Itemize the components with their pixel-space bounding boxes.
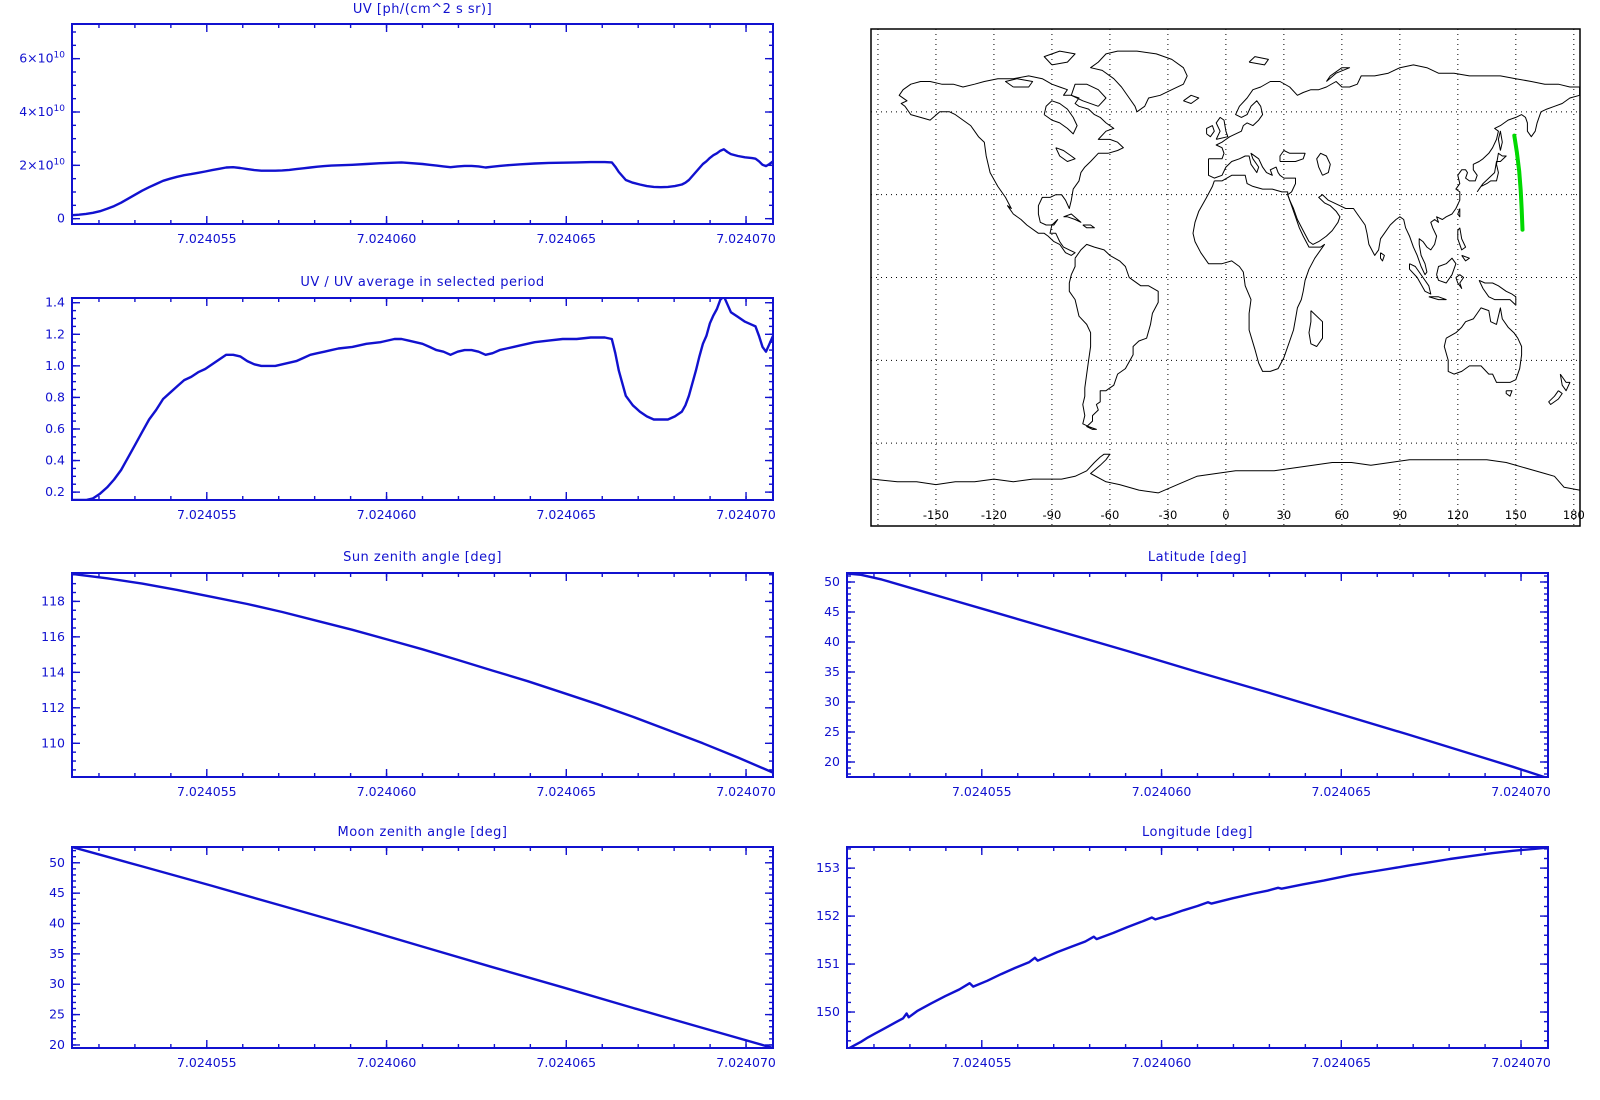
- svg-text:-120: -120: [981, 508, 1007, 522]
- svg-text:-90: -90: [1043, 508, 1062, 522]
- svg-text:7.024060: 7.024060: [357, 1055, 417, 1070]
- svg-text:7.024065: 7.024065: [536, 784, 596, 799]
- svg-text:1.2: 1.2: [45, 326, 65, 341]
- moon-zenith-plot: 7.024055 7.024060 7.024065 7.024070 20 25 30 35…: [49, 846, 776, 1070]
- svg-text:7.024060: 7.024060: [357, 231, 417, 246]
- latitude-plot: 7.024055 7.024060 7.024065 7.024070 20 25 30 35…: [824, 572, 1551, 799]
- svg-text:7.024065: 7.024065: [536, 231, 596, 246]
- uv-ratio-plot: 7.024055 7.024060 7.024065 7.024070 0.2 0.4 0.…: [45, 295, 776, 522]
- svg-text:-150: -150: [923, 508, 949, 522]
- uv-ratio-plot-title: UV / UV average in selected period: [300, 275, 545, 290]
- world-map: -150 -120 -90 -60 -30 0 30 60 90 120 150 180: [870, 28, 1585, 527]
- svg-text:30: 30: [824, 694, 840, 709]
- svg-text:7.024065: 7.024065: [1311, 1055, 1371, 1070]
- svg-text:0: 0: [1222, 508, 1229, 522]
- svg-text:180: 180: [1563, 508, 1585, 522]
- svg-text:0: 0: [57, 211, 65, 226]
- svg-text:151: 151: [816, 956, 840, 971]
- svg-text:153: 153: [816, 860, 840, 875]
- svg-text:7.024060: 7.024060: [1132, 784, 1192, 799]
- svg-text:2×1010: 2×1010: [19, 157, 65, 172]
- uv-plot-title: UV [ph/(cm^2 s sr)]: [352, 2, 493, 17]
- sun-zenith-plot: 7.024055 7.024060 7.024065 7.024070 110 112 11…: [41, 572, 776, 799]
- svg-text:7.024060: 7.024060: [357, 784, 417, 799]
- svg-text:7.024055: 7.024055: [952, 1055, 1012, 1070]
- svg-text:50: 50: [824, 574, 840, 589]
- svg-text:152: 152: [816, 908, 840, 923]
- svg-text:7.024055: 7.024055: [952, 784, 1012, 799]
- uv-plot: 7.024055 7.024060 7.024065 7.024070 0 2×1010 4…: [19, 23, 776, 246]
- svg-text:6×1010: 6×1010: [19, 51, 65, 66]
- svg-text:116: 116: [41, 629, 65, 644]
- svg-text:7.024065: 7.024065: [536, 507, 596, 522]
- svg-text:45: 45: [824, 604, 840, 619]
- svg-text:4×1010: 4×1010: [19, 104, 65, 119]
- svg-text:-30: -30: [1159, 508, 1178, 522]
- svg-text:7.024070: 7.024070: [716, 1055, 776, 1070]
- svg-text:7.024070: 7.024070: [716, 231, 776, 246]
- longitude-plot: 7.024055 7.024060 7.024065 7.024070 150 151 15…: [816, 846, 1551, 1070]
- svg-text:7.024065: 7.024065: [536, 1055, 596, 1070]
- svg-text:40: 40: [824, 634, 840, 649]
- svg-text:7.024055: 7.024055: [177, 507, 237, 522]
- svg-text:60: 60: [1335, 508, 1350, 522]
- svg-text:7.024060: 7.024060: [357, 507, 417, 522]
- svg-text:0.6: 0.6: [45, 421, 65, 436]
- svg-text:20: 20: [824, 754, 840, 769]
- svg-text:150: 150: [816, 1004, 840, 1019]
- svg-text:7.024065: 7.024065: [1311, 784, 1371, 799]
- svg-text:7.024070: 7.024070: [1491, 784, 1551, 799]
- svg-text:25: 25: [49, 1007, 65, 1022]
- svg-text:1.0: 1.0: [45, 358, 65, 373]
- svg-text:1.4: 1.4: [45, 295, 65, 310]
- svg-text:-60: -60: [1101, 508, 1120, 522]
- svg-text:7.024060: 7.024060: [1132, 1055, 1192, 1070]
- svg-text:118: 118: [41, 593, 65, 608]
- svg-text:0.4: 0.4: [45, 453, 65, 468]
- svg-text:7.024070: 7.024070: [1491, 1055, 1551, 1070]
- svg-text:0.8: 0.8: [45, 389, 65, 404]
- svg-text:20: 20: [49, 1037, 65, 1052]
- svg-text:120: 120: [1447, 508, 1469, 522]
- svg-text:7.024055: 7.024055: [177, 784, 237, 799]
- latitude-plot-title: Latitude [deg]: [1147, 550, 1248, 565]
- svg-text:7.024070: 7.024070: [716, 784, 776, 799]
- svg-text:7.024070: 7.024070: [716, 507, 776, 522]
- svg-text:110: 110: [41, 735, 65, 750]
- svg-text:35: 35: [49, 946, 65, 961]
- svg-text:0.2: 0.2: [45, 484, 65, 499]
- svg-text:7.024055: 7.024055: [177, 1055, 237, 1070]
- svg-text:7.024055: 7.024055: [177, 231, 237, 246]
- longitude-plot-title: Longitude [deg]: [1142, 825, 1253, 840]
- sun-zenith-plot-title: Sun zenith angle [deg]: [343, 550, 502, 565]
- moon-zenith-plot-title: Moon zenith angle [deg]: [337, 825, 508, 840]
- svg-text:30: 30: [1277, 508, 1292, 522]
- svg-text:50: 50: [49, 855, 65, 870]
- svg-text:112: 112: [41, 700, 65, 715]
- svg-text:90: 90: [1393, 508, 1408, 522]
- svg-text:150: 150: [1505, 508, 1527, 522]
- svg-text:25: 25: [824, 724, 840, 739]
- svg-text:40: 40: [49, 916, 65, 931]
- svg-text:35: 35: [824, 664, 840, 679]
- svg-text:114: 114: [41, 664, 65, 679]
- svg-text:45: 45: [49, 885, 65, 900]
- svg-text:30: 30: [49, 976, 65, 991]
